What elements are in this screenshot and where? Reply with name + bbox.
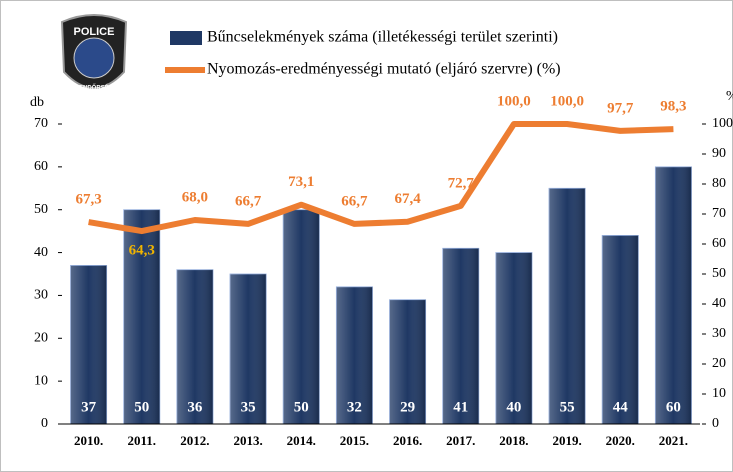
logo-emblem bbox=[73, 37, 115, 79]
line-value-label: 67,4 bbox=[394, 191, 421, 207]
y-tick-label: 60 bbox=[34, 159, 48, 174]
line bbox=[88, 121, 674, 235]
y-tick-label: 10 bbox=[34, 373, 48, 388]
bar-value-label: 60 bbox=[666, 399, 681, 415]
bar-shine bbox=[70, 265, 107, 424]
logo-text: RENDŐRSÉG bbox=[75, 84, 114, 92]
y-tick-label: 0 bbox=[41, 416, 48, 431]
line-value-label: 66,7 bbox=[341, 193, 368, 209]
y2-tick-label: 20 bbox=[712, 356, 726, 371]
bar-shine bbox=[176, 269, 213, 424]
legend-swatch bbox=[170, 31, 202, 45]
line-value-label: 98,3 bbox=[660, 99, 686, 115]
bar-shine bbox=[549, 188, 586, 424]
line-value-label: 97,7 bbox=[607, 100, 634, 116]
logo: POLICE RENDŐRSÉG bbox=[60, 14, 128, 92]
x-tick-label: 2019. bbox=[552, 433, 581, 448]
x-tick-label: 2013. bbox=[233, 433, 262, 448]
x-tick-label: 2017. bbox=[446, 433, 475, 448]
bar-value-label: 40 bbox=[506, 399, 521, 415]
bar-value-label: 55 bbox=[560, 399, 575, 415]
y2-axis-label: % bbox=[726, 89, 733, 104]
x-tick-label: 2021. bbox=[659, 433, 688, 448]
bar-value-label: 50 bbox=[134, 399, 149, 415]
y-tick-label: 40 bbox=[34, 245, 48, 260]
x-tick-label: 2020. bbox=[606, 433, 635, 448]
bar-value-label: 50 bbox=[294, 399, 309, 415]
y-tick-label: 50 bbox=[34, 202, 48, 217]
y-tick-label: 20 bbox=[34, 331, 48, 346]
x-tick-label: 2014. bbox=[287, 433, 316, 448]
y-axis-label: db bbox=[30, 95, 44, 110]
line-value-label: 100,0 bbox=[497, 93, 531, 109]
y2-tick-label: 70 bbox=[712, 206, 726, 221]
y2-tick-label: 30 bbox=[712, 326, 726, 341]
y2-tick-label: 60 bbox=[712, 236, 726, 251]
bar-value-label: 41 bbox=[453, 399, 468, 415]
x-tick-label: 2011. bbox=[127, 433, 156, 448]
line-value-label: 68,0 bbox=[182, 189, 208, 205]
line-value-label: 72,7 bbox=[448, 175, 475, 191]
y2-tick-label: 80 bbox=[712, 176, 726, 191]
x-tick-label: 2016. bbox=[393, 433, 422, 448]
line-value-label: 73,1 bbox=[288, 174, 314, 190]
line-value-label: 64,3 bbox=[129, 243, 155, 259]
bar-value-label: 37 bbox=[81, 399, 97, 415]
bar-shine bbox=[283, 209, 320, 424]
bar-shine bbox=[389, 299, 426, 424]
line-value-label: 66,7 bbox=[235, 193, 262, 209]
logo-text: POLICE bbox=[74, 26, 115, 38]
bar-value-label: 35 bbox=[241, 399, 256, 415]
y-tick-label: 30 bbox=[34, 288, 48, 303]
y2-tick-label: 0 bbox=[712, 416, 719, 431]
line-value-label: 67,3 bbox=[75, 192, 101, 208]
legend-label: Nyomozás-eredményességi mutató (eljáró s… bbox=[207, 61, 561, 78]
y2-tick-label: 90 bbox=[712, 146, 726, 161]
bar-value-label: 29 bbox=[400, 399, 415, 415]
bar-shine bbox=[602, 235, 639, 424]
bar-shine bbox=[655, 166, 692, 424]
line-value-label: 100,0 bbox=[550, 93, 584, 109]
x-tick-label: 2015. bbox=[340, 433, 369, 448]
y-tick-label: 70 bbox=[34, 116, 48, 131]
bar-value-label: 32 bbox=[347, 399, 362, 415]
x-tick-label: 2012. bbox=[180, 433, 209, 448]
bar-value-label: 44 bbox=[613, 399, 629, 415]
bar-shine bbox=[495, 252, 532, 424]
x-tick-label: 2010. bbox=[74, 433, 103, 448]
bar-shine bbox=[230, 274, 267, 424]
bar-shine bbox=[123, 209, 160, 424]
bar-value-label: 36 bbox=[187, 399, 203, 415]
y2-tick-label: 10 bbox=[712, 386, 726, 401]
y2-tick-label: 50 bbox=[712, 266, 726, 281]
x-tick-label: 2018. bbox=[499, 433, 528, 448]
y2-tick-label: 100 bbox=[712, 116, 733, 131]
legend-label: Bűncselekmények száma (illetékességi ter… bbox=[207, 29, 558, 46]
y2-tick-label: 40 bbox=[712, 296, 726, 311]
bar-shine bbox=[336, 286, 373, 424]
bar-shine bbox=[442, 248, 479, 424]
